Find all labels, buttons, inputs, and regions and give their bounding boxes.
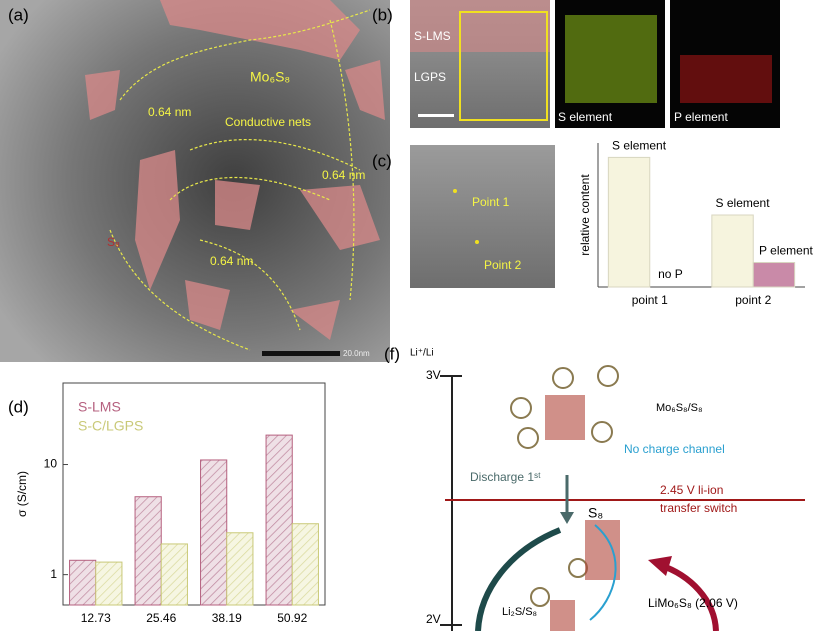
point-marker	[475, 240, 479, 244]
s-map-signal	[565, 15, 657, 103]
scale-label: 20.0nm	[343, 349, 370, 358]
potential-label: 3V	[426, 368, 441, 382]
x-tick-label: 12.73	[81, 611, 111, 625]
value-label: no P	[658, 267, 683, 281]
sulfur-region	[160, 0, 360, 60]
x-tick-label: 25.46	[146, 611, 176, 625]
panel-a: (a) Mo₆S₈ Conductive nets 0.64 nm 0.64 n…	[0, 0, 390, 362]
reference-label: Li⁺/Li	[410, 348, 434, 359]
p-map-signal	[680, 55, 772, 103]
panel-label: (f)	[384, 344, 400, 363]
y-tick-label: 10	[44, 457, 58, 471]
panel-label: (b)	[372, 5, 393, 24]
bar-series-label: S element	[716, 196, 771, 210]
bar	[95, 561, 123, 606]
layer-label: LGPS	[414, 70, 446, 84]
cluster	[545, 395, 620, 631]
switch-label: transfer switch	[660, 501, 737, 515]
x-tick-label: 50.92	[277, 611, 307, 625]
panel-b: (b) S-LMS LGPS S element P element	[372, 0, 780, 128]
map-label: S element	[558, 110, 613, 124]
legend-entry: S-C/LGPS	[78, 418, 143, 434]
bar	[711, 214, 754, 288]
point-label: Point 1	[472, 195, 510, 209]
panel-f: (f) Li⁺/Li 3V 2V Mo₆S₈/S₈ No charge chan…	[384, 344, 805, 631]
bar	[226, 532, 254, 606]
bar	[607, 156, 651, 288]
bar	[69, 559, 97, 606]
point-label: Point 2	[484, 258, 522, 272]
curved-arrow	[658, 562, 719, 631]
sem-image	[410, 145, 555, 288]
y-axis-label: relative content	[578, 174, 592, 256]
conductive-net	[109, 9, 371, 351]
selection-box	[459, 11, 548, 121]
scale-bar	[418, 114, 454, 117]
channel-label: No charge channel	[624, 442, 725, 456]
bar	[752, 262, 796, 288]
bar	[134, 496, 162, 606]
panel-label: (c)	[372, 151, 392, 170]
y-axis-label: σ (S/cm)	[15, 471, 29, 517]
spacing-label: 0.64 nm	[148, 105, 191, 119]
discharge-label: Discharge 1ˢᵗ	[470, 470, 541, 484]
x-tick-label: point 1	[632, 293, 668, 307]
potential-label: 2V	[426, 612, 441, 626]
bar	[265, 434, 293, 606]
switch-label: 2.45 V li-ion	[660, 483, 723, 497]
legend-entry: S-LMS	[78, 399, 121, 415]
x-tick-label: point 2	[735, 293, 771, 307]
point-marker	[453, 189, 457, 193]
product-label: LiMo₆S₈ (2.06 V)	[648, 596, 738, 610]
mixture-label: Li₂S/S₈	[502, 606, 537, 618]
panel-label: (a)	[8, 5, 29, 24]
ion-path	[589, 524, 617, 621]
sulfur-label: S₈	[107, 235, 120, 249]
bar-series-label: P element	[759, 244, 813, 258]
panel-label: (d)	[8, 397, 29, 416]
plot-frame	[62, 382, 326, 606]
nets-label: Conductive nets	[225, 115, 311, 129]
bar	[200, 459, 228, 606]
phase-label: Mo₆S₈	[250, 69, 290, 85]
bar	[160, 543, 188, 606]
spacing-label: 0.64 nm	[322, 168, 365, 182]
sulfur-label: S₈	[588, 505, 603, 521]
panel-c: (c) Point 1 Point 2	[372, 145, 555, 288]
curved-arrow	[475, 527, 562, 631]
compound-label: Mo₆S₈/S₈	[656, 402, 703, 414]
s-lms-layer	[410, 0, 550, 52]
scale-bar	[262, 351, 340, 356]
spacing-label: 0.64 nm	[210, 254, 253, 268]
sulfur-region	[85, 60, 385, 340]
arrow-head	[648, 556, 672, 576]
layer-label: S-LMS	[414, 29, 451, 43]
bar	[291, 523, 319, 606]
x-tick-label: 38.19	[212, 611, 242, 625]
molecules	[510, 365, 619, 607]
bar-series-label: S element	[612, 139, 667, 153]
map-label: P element	[674, 110, 728, 124]
arrow-head	[560, 512, 574, 524]
y-tick-label: 1	[50, 567, 57, 581]
